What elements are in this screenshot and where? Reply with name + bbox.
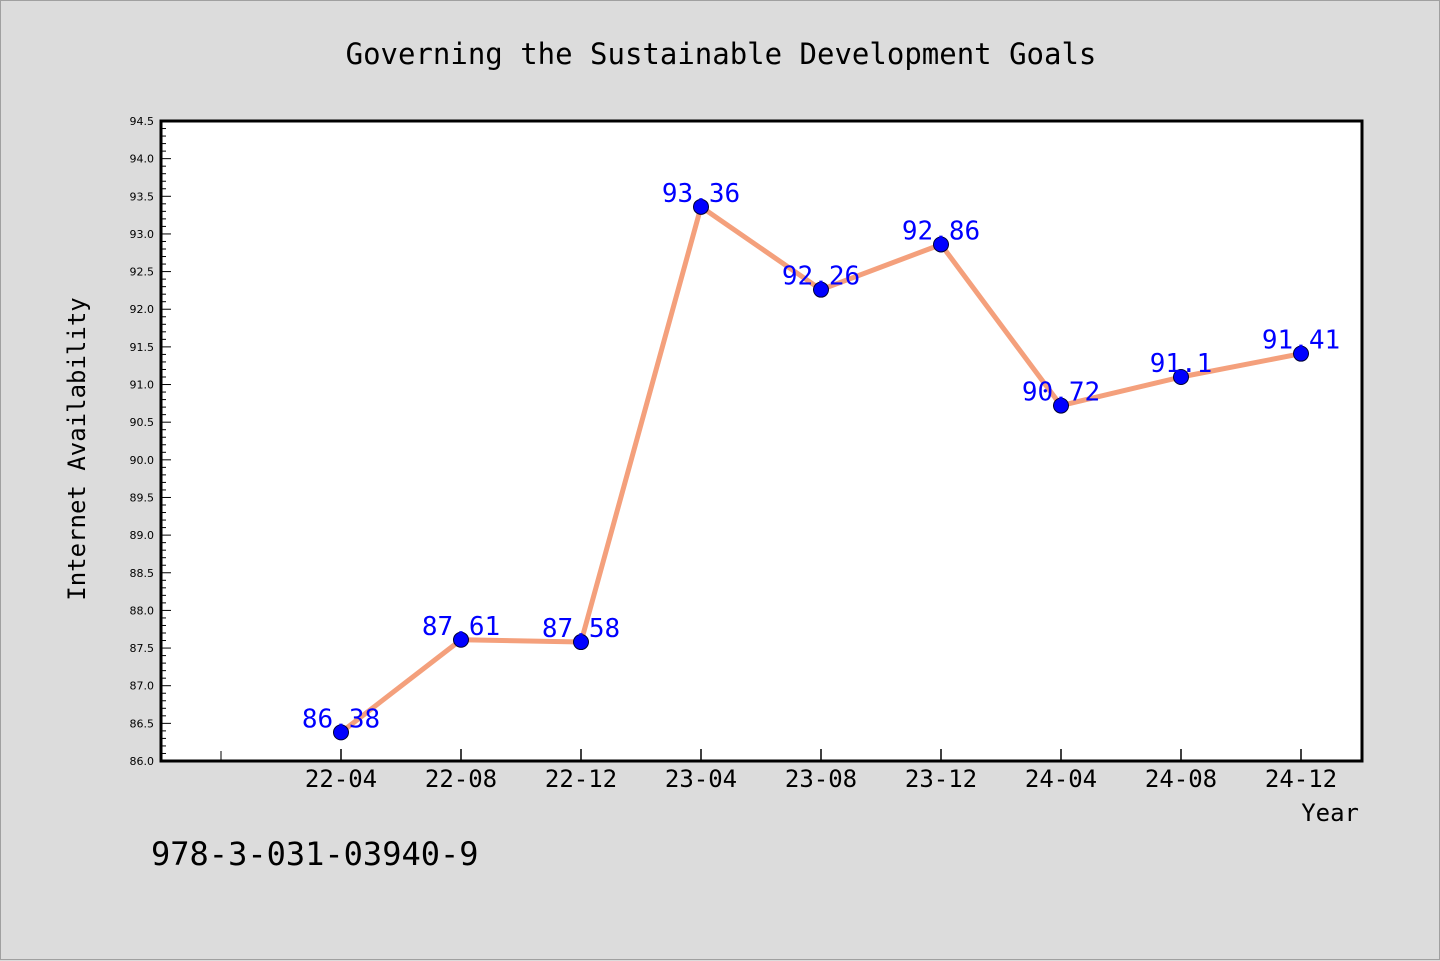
x-axis: 22-04 22-08 22-12 23-04 23-08 23-12 24-04 24-08… — [220, 749, 1337, 793]
data-point — [333, 724, 349, 741]
data-point — [453, 631, 469, 648]
y-tick-label: 93.5 — [130, 190, 155, 203]
y-tick-label: 89.0 — [130, 529, 155, 542]
data-point — [933, 236, 949, 253]
x-tick-label: 24-12 — [1265, 765, 1337, 793]
series-layer — [333, 198, 1309, 741]
y-tick-label: 88.5 — [130, 567, 155, 580]
y-axis: 86.0 86.5 87.0 87.5 88.0 88.5 89.0 89.5 90.0 90.5… — [130, 115, 171, 768]
y-tick-label: 90.5 — [130, 416, 155, 429]
y-tick-label: 91.5 — [130, 341, 155, 354]
x-tick-label: 24-08 — [1145, 765, 1217, 793]
x-tick-label: 24-04 — [1025, 765, 1097, 793]
data-point — [1293, 345, 1309, 362]
data-point — [693, 198, 709, 215]
data-label: 86.38 — [302, 704, 380, 734]
x-tick-label: 23-12 — [905, 765, 977, 793]
x-tick-label: 22-08 — [425, 765, 497, 793]
x-tick-label: 23-08 — [785, 765, 857, 793]
data-point — [1173, 369, 1189, 385]
y-tick-label: 94.0 — [130, 153, 155, 166]
y-tick-label: 87.0 — [130, 680, 155, 693]
data-label: 93.36 — [662, 179, 740, 209]
isbn-text: 978-3-031-03940-9 — [151, 835, 479, 873]
data-point — [1053, 397, 1069, 414]
y-axis-label: Internet Availability — [63, 297, 91, 600]
data-label: 91.41 — [1262, 326, 1340, 356]
data-labels: 86.38 87.61 87.58 93.36 92.26 92.86 90.72 91.1 9… — [302, 179, 1340, 735]
y-tick-label: 93.0 — [130, 228, 155, 241]
y-tick-label: 92.5 — [130, 266, 155, 279]
chart-title: Governing the Sustainable Development Go… — [346, 37, 1097, 71]
y-tick-label: 90.0 — [130, 454, 155, 467]
data-label: 87.61 — [422, 612, 500, 642]
data-label: 92.26 — [782, 262, 860, 292]
data-label: 87.58 — [542, 614, 620, 644]
data-label: 91.1 — [1150, 349, 1213, 379]
x-tick-label: 23-04 — [665, 765, 737, 793]
x-tick-label: 22-04 — [305, 765, 377, 793]
y-tick-label: 87.5 — [130, 642, 155, 655]
plot-area — [159, 119, 1364, 763]
y-tick-label: 86.0 — [130, 755, 155, 768]
y-tick-label: 92.0 — [130, 303, 155, 316]
y-tick-label: 91.0 — [130, 379, 155, 392]
data-point — [813, 281, 829, 298]
x-axis-label: Year — [1301, 799, 1359, 827]
y-tick-label: 89.5 — [130, 491, 155, 504]
y-tick-label: 86.5 — [130, 717, 155, 730]
data-point — [573, 634, 589, 651]
data-label: 90.72 — [1022, 378, 1100, 408]
y-tick-label: 88.0 — [130, 604, 155, 617]
x-tick-label: 22-12 — [545, 765, 617, 793]
data-label: 92.86 — [902, 216, 980, 246]
y-tick-label: 94.5 — [130, 115, 155, 128]
